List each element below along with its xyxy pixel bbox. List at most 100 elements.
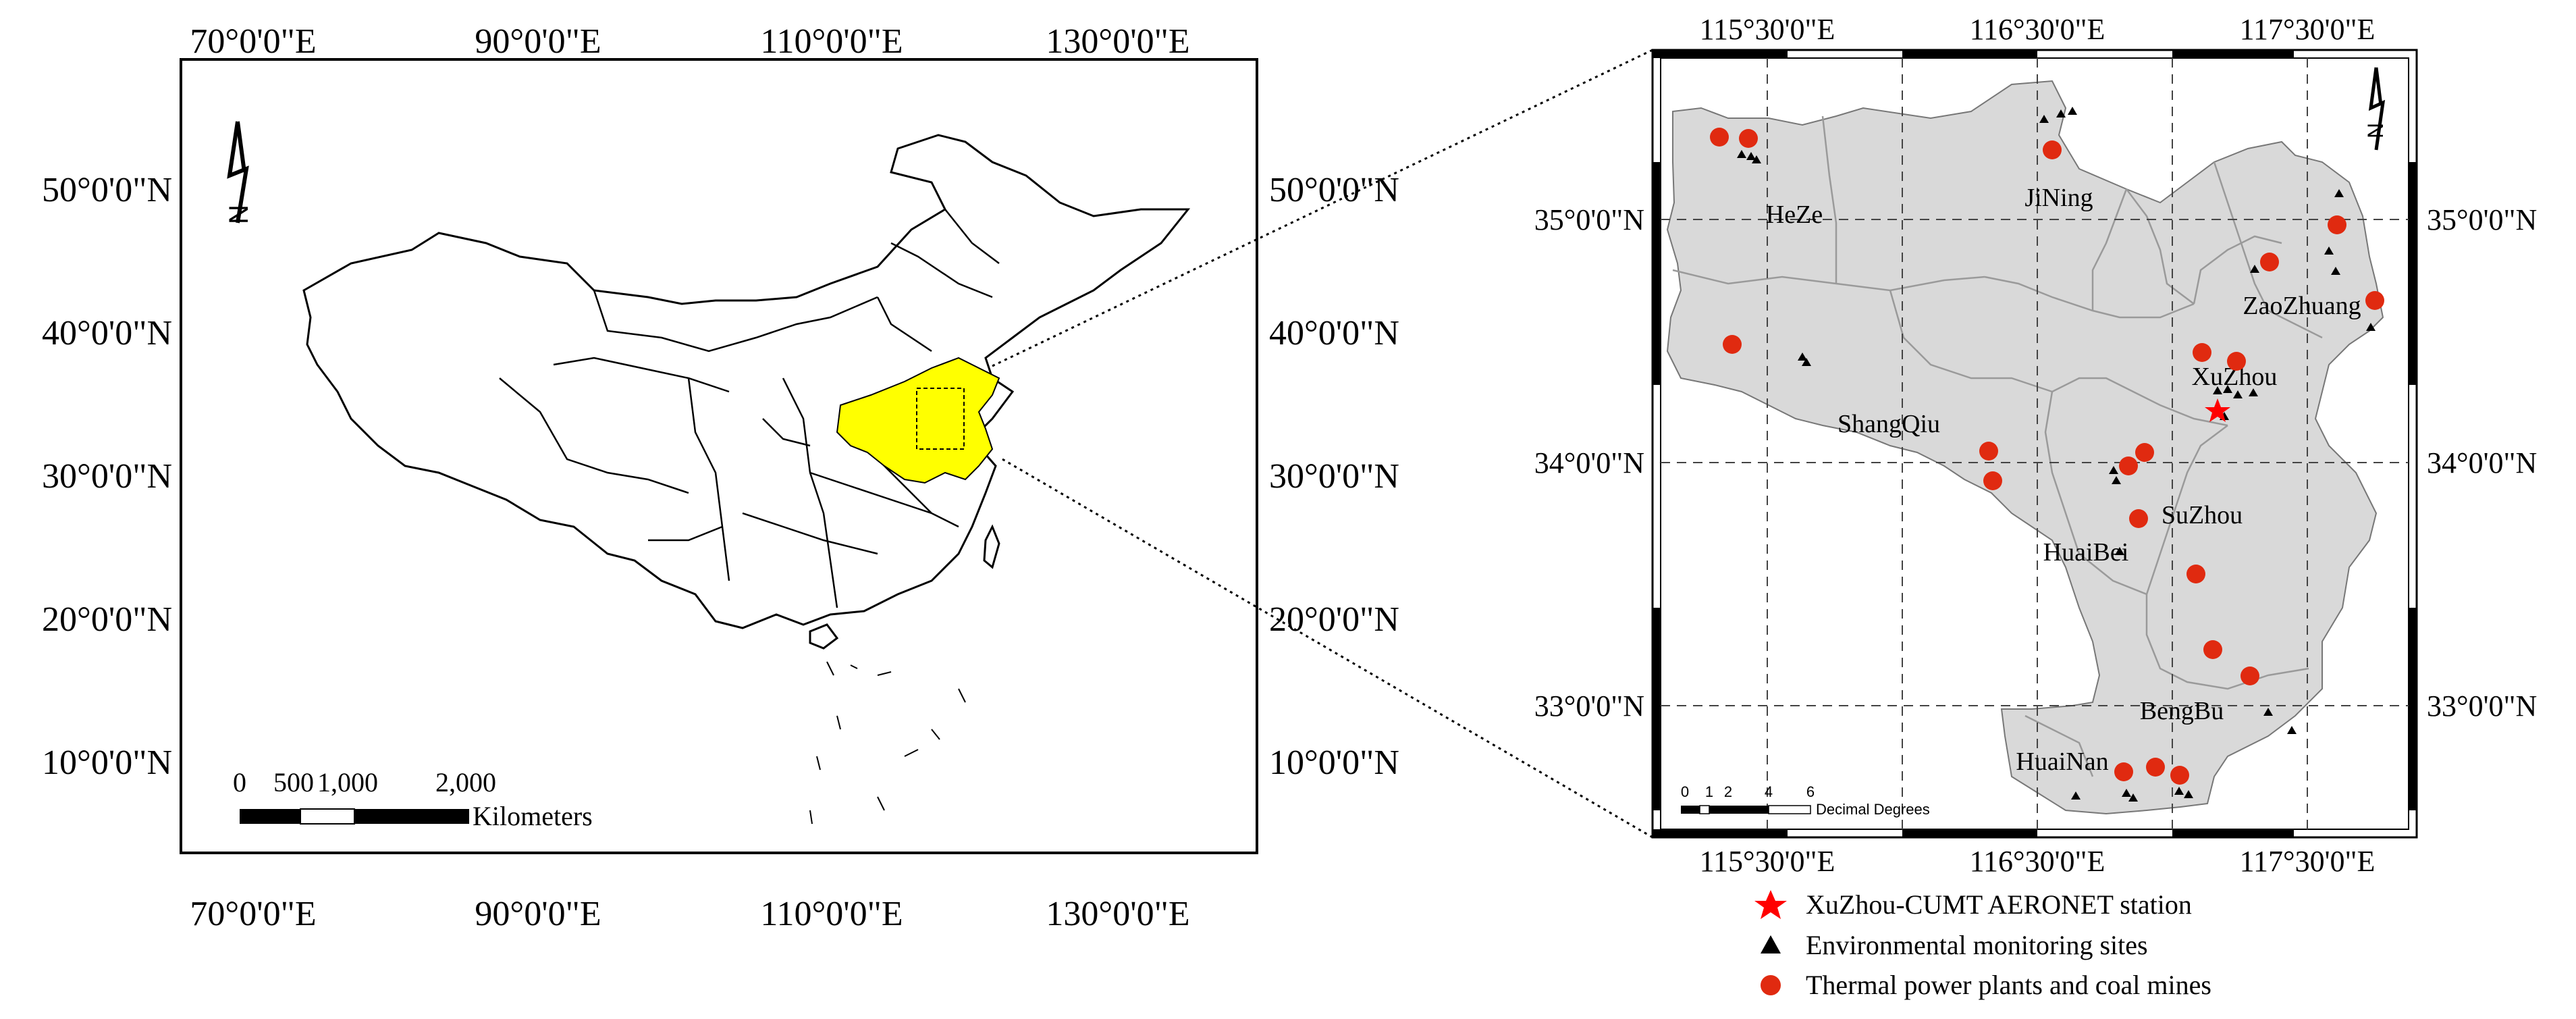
monitoring-site-marker — [2213, 386, 2222, 394]
left-lat-label: 10°0'0"N — [42, 743, 172, 782]
legend-label: Environmental monitoring sites — [1806, 930, 2148, 960]
study-region-highlight — [836, 357, 1000, 484]
left-lat-label: 40°0'0"N — [42, 314, 172, 352]
city-label-huainan: HuaiNan — [2016, 748, 2108, 776]
right-left-lat-label: 35°0'0"N — [1534, 203, 1644, 236]
city-label-heze: HeZe — [1766, 201, 1823, 229]
power-plant-marker — [1723, 335, 1742, 354]
north-arrow-icon: N — [2363, 67, 2388, 151]
monitoring-site-marker — [2249, 388, 2258, 396]
left-bottom-lon-label: 90°0'0"E — [475, 895, 601, 933]
power-plant-marker — [2260, 253, 2279, 271]
taiwan-island — [983, 524, 1000, 569]
right-left-lat-label: 33°0'0"N — [1534, 689, 1644, 723]
left-bottom-lon-label: 70°0'0"E — [190, 895, 316, 933]
left-right-lat-label: 30°0'0"N — [1269, 457, 1399, 496]
monitoring-site-marker — [2263, 708, 2273, 716]
power-plant-marker — [1983, 471, 2002, 490]
power-plant-marker — [2114, 762, 2133, 781]
monitoring-site-marker — [2056, 109, 2066, 117]
power-plant-marker — [2043, 140, 2062, 159]
left-top-lon-label: 70°0'0"E — [190, 22, 316, 61]
legend-label: XuZhou-CUMT AERONET station — [1806, 889, 2192, 920]
right-scale-bar: 0 1 2 4 6 Decimal Degrees — [1681, 783, 1930, 818]
power-plant-marker — [2170, 766, 2189, 785]
monitoring-site-marker — [2287, 726, 2297, 734]
monitoring-site-marker — [2109, 466, 2118, 474]
left-right-lat-label: 20°0'0"N — [1269, 600, 1399, 639]
legend-label: Thermal power plants and coal mines — [1806, 970, 2211, 1000]
city-label-bengbu: BengBu — [2140, 697, 2224, 725]
city-label-zaozhuang: ZaoZhuang — [2243, 292, 2361, 320]
power-plant-marker — [2193, 343, 2211, 362]
left-top-lon-label: 130°0'0"E — [1046, 22, 1189, 61]
power-plant-marker — [2365, 291, 2384, 310]
scale-tick-label: 2 — [1724, 783, 1732, 800]
monitoring-site-marker — [1802, 358, 1811, 366]
right-right-lat-label: 34°0'0"N — [2427, 446, 2537, 479]
monitoring-site-marker — [2331, 267, 2340, 275]
scale-tick-label: 0 — [1681, 783, 1689, 800]
star-icon — [1754, 890, 1787, 919]
monitoring-site-marker — [2128, 793, 2138, 802]
left-bottom-lon-label: 110°0'0"E — [760, 895, 903, 933]
power-plant-marker — [2119, 456, 2138, 475]
north-arrow-icon: N — [224, 121, 254, 224]
right-bottom-lon-label: 116°30'0"E — [1970, 845, 2105, 878]
study-region — [1666, 80, 2384, 815]
scale-tick-label: 2,000 — [435, 767, 496, 798]
power-plant-marker — [2227, 352, 2246, 371]
scale-tick-label: 1 — [1705, 783, 1713, 800]
monitoring-site-marker — [1798, 352, 1807, 361]
left-top-lon-label: 90°0'0"E — [475, 22, 601, 61]
left-right-lat-label: 40°0'0"N — [1269, 314, 1399, 352]
circle-icon — [1761, 975, 1781, 995]
legend-item: XuZhou-CUMT AERONET station — [1754, 889, 2192, 920]
power-plant-marker — [2186, 565, 2205, 583]
monitoring-site-marker — [2334, 189, 2344, 197]
svg-text:N: N — [224, 205, 254, 224]
monitoring-site-marker — [1746, 152, 1756, 160]
power-plant-marker — [1710, 128, 1729, 147]
left-scale-bar: 0 500 1,000 2,000 Kilometers — [233, 767, 593, 831]
right-left-lat-label: 34°0'0"N — [1534, 446, 1644, 479]
city-label-shangqiu: ShangQiu — [1837, 410, 1940, 438]
right-top-lon-label: 117°30'0"E — [2240, 13, 2376, 46]
monitoring-site-marker — [2068, 107, 2077, 115]
connector-line-top — [992, 49, 1653, 367]
power-plant-marker — [2129, 509, 2148, 528]
right-top-lon-label: 115°30'0"E — [1700, 13, 1835, 46]
scale-tick-label: 1,000 — [317, 767, 378, 798]
monitoring-site-marker — [2184, 790, 2193, 798]
right-map: 115°30'0"E 116°30'0"E 117°30'0"E 115°30'… — [1534, 13, 2538, 878]
power-plant-marker — [2135, 443, 2154, 462]
graticule — [1661, 58, 2409, 829]
monitoring-site-marker — [1737, 150, 1746, 158]
left-bottom-lon-label: 130°0'0"E — [1046, 895, 1189, 933]
scale-tick-label: 500 — [273, 767, 314, 798]
scale-unit: Decimal Degrees — [1816, 801, 1930, 818]
left-lat-label: 30°0'0"N — [42, 457, 172, 496]
svg-text:N: N — [2363, 123, 2388, 138]
city-label-suzhou: SuZhou — [2162, 501, 2243, 529]
city-boundaries — [1672, 115, 2323, 777]
left-lat-label: 20°0'0"N — [42, 600, 172, 639]
power-plant-marker — [2240, 667, 2259, 685]
monitoring-site-marker — [2039, 115, 2049, 123]
monitoring-site-marker — [2115, 547, 2124, 555]
scale-tick-label: 4 — [1765, 783, 1773, 800]
monitoring-site-marker — [2071, 791, 2081, 800]
legend-item: Thermal power plants and coal mines — [1761, 970, 2211, 1000]
power-plant-marker — [2328, 215, 2346, 234]
monitoring-site-marker — [2324, 246, 2334, 255]
power-plant-markers — [1710, 128, 2384, 785]
right-right-lat-label: 35°0'0"N — [2427, 203, 2537, 236]
right-bottom-lon-label: 115°30'0"E — [1700, 845, 1835, 878]
legend-item: Environmental monitoring sites — [1761, 930, 2148, 960]
right-right-lat-label: 33°0'0"N — [2427, 689, 2537, 723]
power-plant-marker — [1739, 129, 1758, 148]
power-plant-marker — [1979, 442, 1998, 461]
left-right-lat-label: 50°0'0"N — [1269, 171, 1399, 209]
monitoring-site-marker — [2223, 385, 2232, 393]
